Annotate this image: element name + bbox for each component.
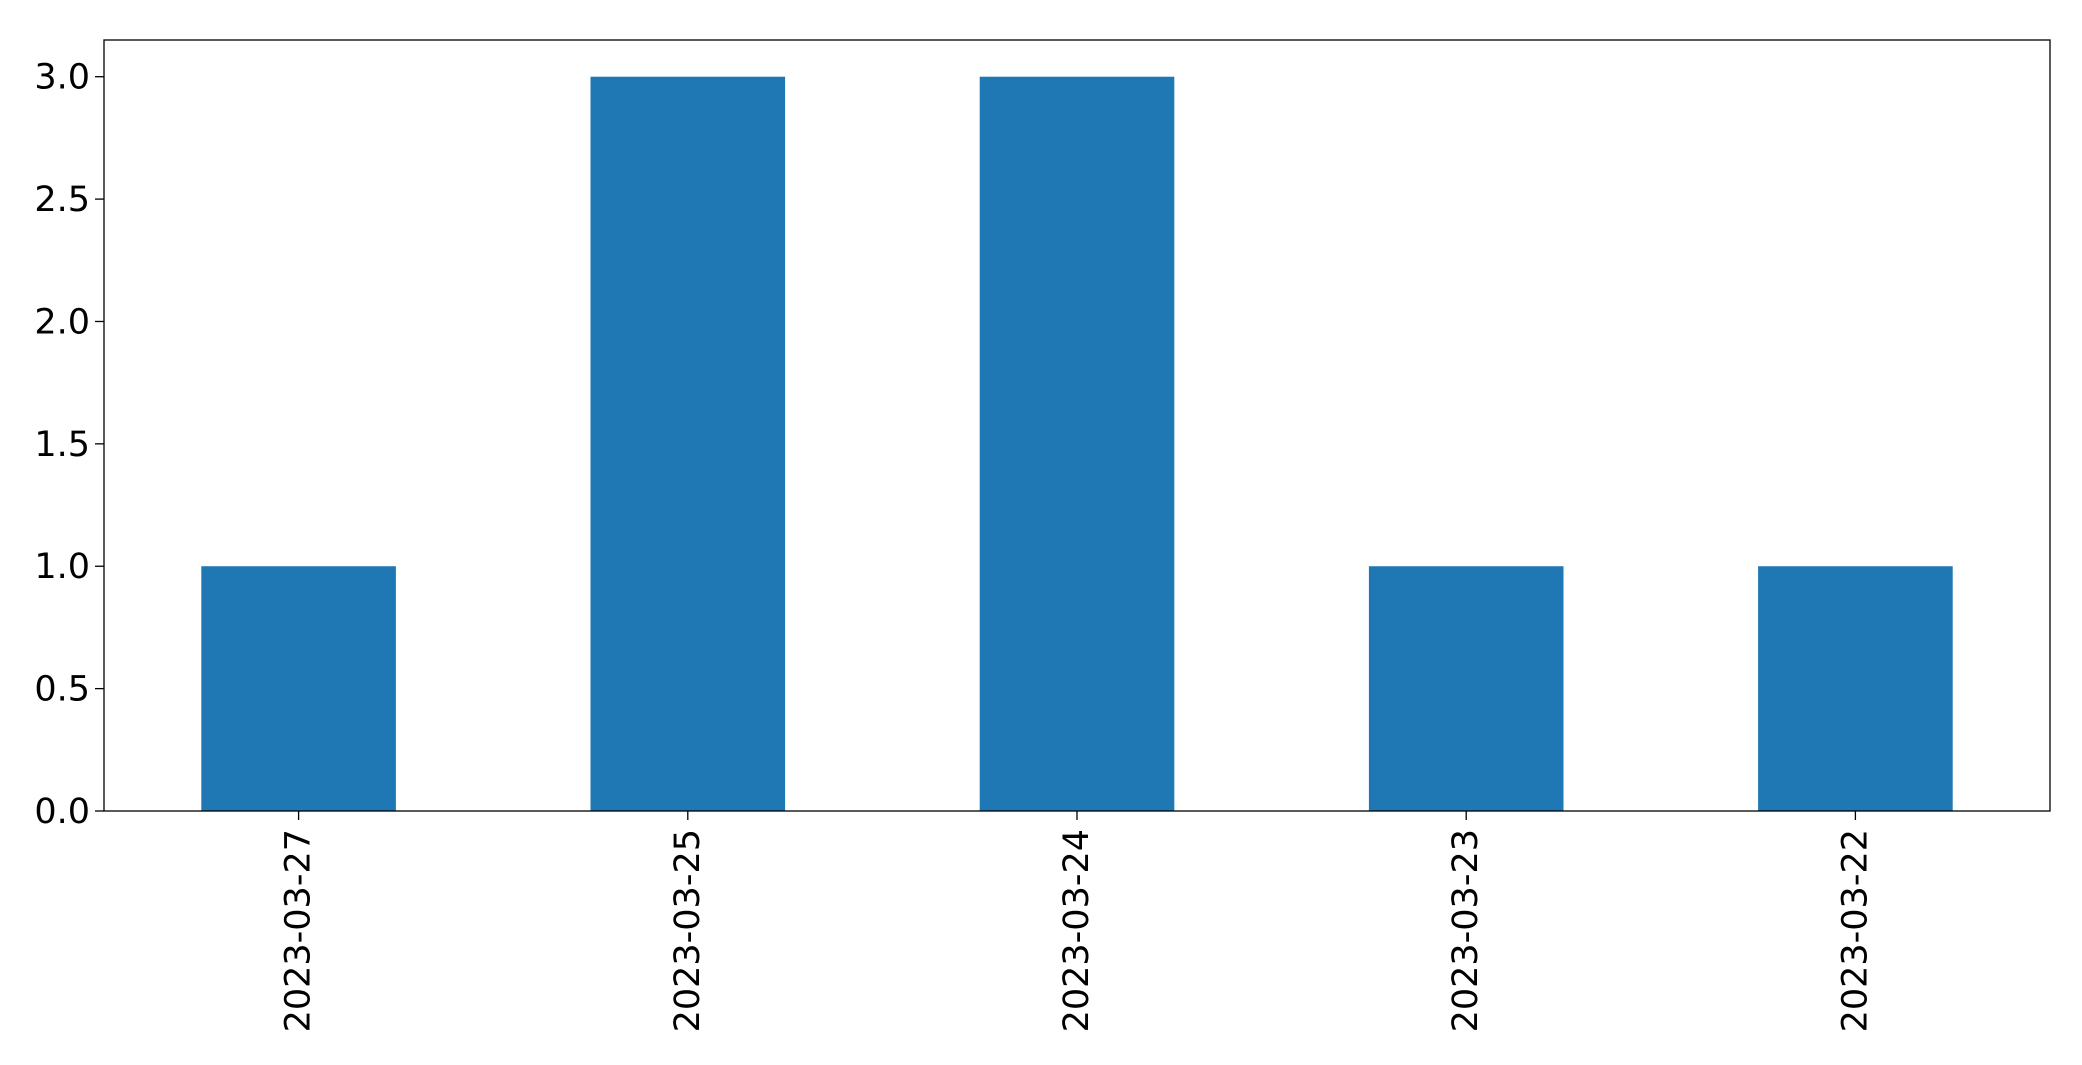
x-tick-label: 2023-03-22 xyxy=(1835,829,1875,1032)
y-tick-label: 0.5 xyxy=(34,670,90,710)
bars-layer xyxy=(201,76,1953,811)
x-tick-label: 2023-03-25 xyxy=(668,829,708,1032)
bar-2023-03-22 xyxy=(1758,566,1953,811)
x-tick-label: 2023-03-23 xyxy=(1446,829,1486,1032)
y-tick-label: 2.5 xyxy=(34,180,90,220)
y-tick-label: 3.0 xyxy=(34,58,90,98)
y-tick-label: 1.5 xyxy=(34,425,90,465)
y-axis: 0.0 0.5 1.0 1.5 2.0 2.5 3.0 xyxy=(34,58,104,832)
x-axis: 2023-03-27 2023-03-25 2023-03-24 2023-03-23… xyxy=(279,811,1875,1032)
y-tick-label: 0.0 xyxy=(34,792,90,832)
y-tick-label: 1.0 xyxy=(34,547,90,587)
x-tick-label: 2023-03-24 xyxy=(1057,829,1097,1032)
bar-2023-03-23 xyxy=(1368,566,1564,811)
y-tick-label: 2.0 xyxy=(34,302,90,342)
x-tick-label: 2023-03-27 xyxy=(279,829,319,1032)
bar-2023-03-25 xyxy=(590,76,786,811)
bar-2023-03-24 xyxy=(979,76,1175,811)
bar-2023-03-27 xyxy=(201,566,396,811)
